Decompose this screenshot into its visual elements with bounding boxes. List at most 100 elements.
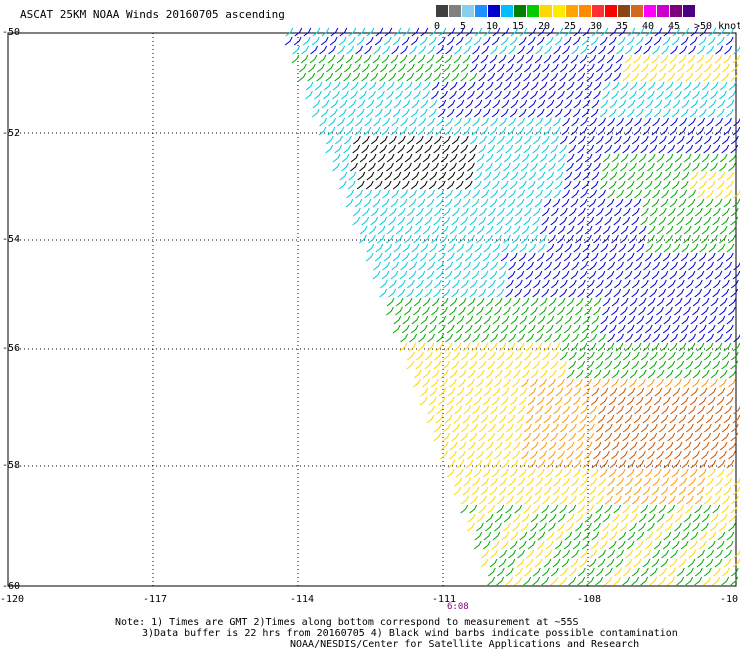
wind-barb bbox=[499, 189, 507, 199]
wind-barb bbox=[424, 279, 433, 289]
wind-barb bbox=[519, 27, 528, 37]
wind-barb bbox=[566, 297, 575, 307]
wind-barb bbox=[544, 405, 552, 415]
wind-barb bbox=[509, 252, 518, 262]
wind-barb bbox=[631, 288, 640, 298]
wind-barb bbox=[514, 216, 523, 226]
wind-barb bbox=[643, 405, 651, 415]
wind-barb bbox=[689, 36, 698, 46]
wind-barb bbox=[658, 279, 667, 289]
wind-barb bbox=[532, 72, 541, 82]
wind-barb bbox=[658, 360, 667, 370]
wind-barb bbox=[622, 432, 631, 442]
wind-barb bbox=[464, 108, 473, 118]
wind-barb bbox=[599, 396, 608, 406]
wind-barb bbox=[321, 99, 330, 109]
wind-barb bbox=[464, 36, 473, 46]
wind-barb bbox=[716, 540, 725, 550]
wind-barb bbox=[417, 342, 426, 352]
wind-barb bbox=[705, 486, 714, 496]
wind-barb bbox=[499, 549, 507, 559]
wind-barb bbox=[676, 567, 685, 577]
wind-barb bbox=[503, 297, 512, 307]
wind-barb bbox=[626, 396, 635, 406]
wind-barb bbox=[422, 162, 430, 172]
wind-barb bbox=[381, 270, 390, 280]
wind-barb bbox=[462, 54, 471, 64]
wind-barb bbox=[714, 54, 723, 64]
wind-barb bbox=[496, 288, 505, 298]
lon-label: -10 bbox=[720, 594, 739, 605]
wind-barb bbox=[467, 378, 475, 388]
wind-barb bbox=[492, 531, 501, 541]
wind-barb bbox=[532, 576, 541, 586]
wind-barb bbox=[670, 117, 678, 127]
wind-barb bbox=[607, 117, 615, 127]
wind-barb bbox=[602, 522, 610, 532]
wind-barb bbox=[561, 558, 570, 568]
wind-barb bbox=[723, 486, 732, 496]
wind-barb bbox=[496, 72, 505, 82]
wind-barb bbox=[451, 207, 460, 217]
wind-barb bbox=[671, 36, 680, 46]
wind-barb bbox=[487, 423, 496, 433]
wind-barb bbox=[404, 153, 413, 163]
wind-barb bbox=[732, 270, 740, 280]
wind-barb bbox=[577, 576, 586, 586]
wind-barb bbox=[689, 252, 698, 262]
wind-barb bbox=[364, 45, 372, 55]
wind-barb bbox=[644, 396, 653, 406]
wind-barb bbox=[586, 360, 595, 370]
wind-barb bbox=[643, 261, 651, 271]
wind-barb bbox=[548, 162, 556, 172]
wind-barb bbox=[526, 261, 534, 271]
wind-barb bbox=[683, 513, 692, 523]
wind-barb bbox=[433, 432, 442, 442]
wind-barb bbox=[523, 504, 532, 514]
wind-barb bbox=[561, 54, 570, 64]
wind-barb bbox=[667, 216, 676, 226]
wind-barb bbox=[672, 99, 681, 109]
wind-barb bbox=[564, 459, 573, 469]
wind-barb bbox=[644, 108, 653, 118]
wind-barb bbox=[487, 63, 496, 73]
wind-barb bbox=[458, 234, 466, 244]
wind-barb bbox=[580, 189, 588, 199]
wind-barb bbox=[391, 261, 399, 271]
wind-barb bbox=[368, 225, 377, 235]
wind-barb bbox=[595, 207, 604, 217]
wind-barb bbox=[505, 279, 514, 289]
wind-barb bbox=[417, 126, 426, 136]
wind-barb bbox=[491, 396, 500, 406]
wind-barb bbox=[411, 171, 420, 181]
wind-barb bbox=[613, 495, 622, 505]
wind-barb bbox=[314, 90, 322, 100]
wind-barb bbox=[725, 396, 734, 406]
wind-barb bbox=[629, 81, 638, 91]
wind-barb bbox=[557, 162, 565, 172]
wind-barb bbox=[397, 135, 406, 145]
wind-barb bbox=[652, 117, 660, 127]
wind-barb bbox=[410, 324, 419, 334]
wind-barb bbox=[505, 423, 514, 433]
wind-barb bbox=[494, 225, 503, 235]
wind-barb bbox=[701, 153, 710, 163]
wind-barb bbox=[514, 207, 523, 217]
wind-barb bbox=[616, 261, 624, 271]
wind-barb bbox=[550, 567, 559, 577]
wind-barb bbox=[447, 99, 456, 109]
wind-barb bbox=[352, 216, 361, 226]
wind-barb bbox=[572, 252, 581, 262]
wind-barb bbox=[474, 27, 483, 37]
wind-barb bbox=[604, 432, 613, 442]
wind-barb bbox=[458, 450, 466, 460]
wind-barb bbox=[703, 144, 712, 154]
wind-barb bbox=[607, 333, 615, 343]
wind-barb bbox=[521, 450, 529, 460]
wind-barb bbox=[445, 261, 453, 271]
wind-barb bbox=[445, 117, 453, 127]
wind-barb bbox=[570, 414, 579, 424]
wind-barb bbox=[532, 144, 541, 154]
wind-barb bbox=[476, 513, 485, 523]
wind-barb bbox=[428, 180, 437, 190]
